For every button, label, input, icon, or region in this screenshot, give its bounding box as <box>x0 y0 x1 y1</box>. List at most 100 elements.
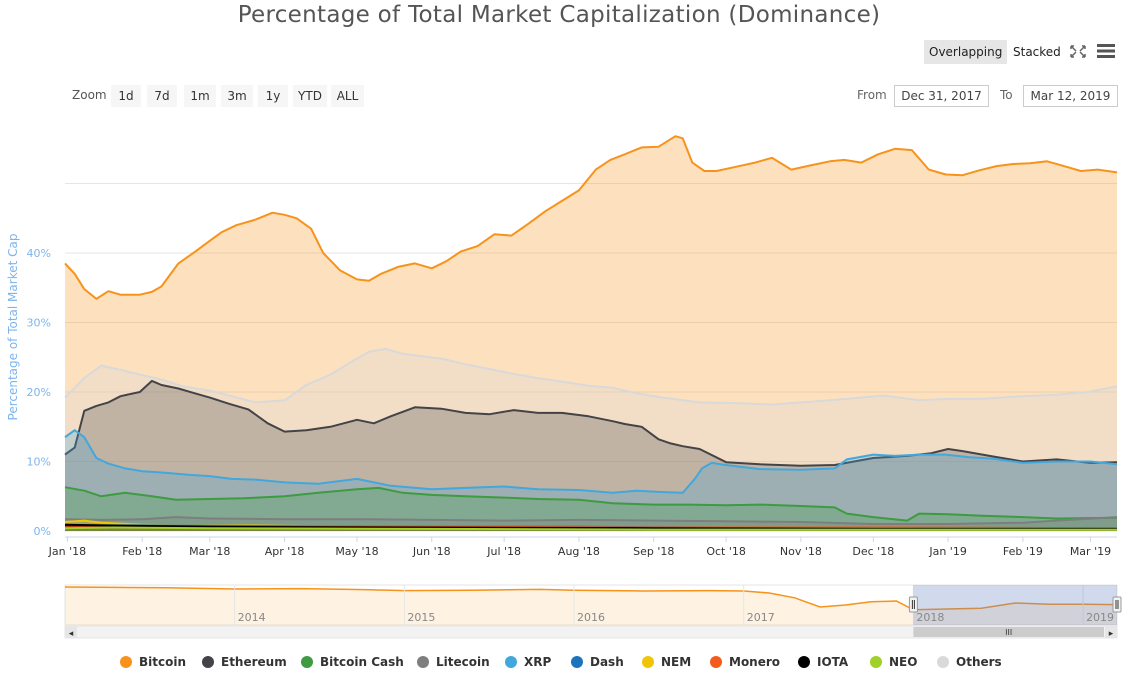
x-tick-label: Oct '18 <box>706 545 746 558</box>
series-area-ethereum <box>65 380 1117 531</box>
x-tick-label: Apr '18 <box>265 545 305 558</box>
navigator-year-label: 2015 <box>407 611 435 624</box>
series-line-bitcoin-cash[interactable] <box>64 486 1118 522</box>
navigator-year-label: 2016 <box>577 611 605 624</box>
series-area-bitcoin <box>65 136 1117 531</box>
x-tick-label: Feb '18 <box>122 545 162 558</box>
legend-item-bitcoin-cash[interactable]: Bitcoin Cash <box>301 653 404 671</box>
to-date-input[interactable]: Mar 12, 2019 <box>1023 85 1118 107</box>
series-bitcoin <box>64 135 1118 531</box>
series-line-neo[interactable] <box>64 526 1117 531</box>
zoom-7d-button[interactable]: 7d <box>147 85 177 107</box>
y-tick-label: 10% <box>27 456 51 469</box>
navigator-line <box>64 586 1118 611</box>
legend-marker <box>417 656 429 668</box>
legend-marker <box>870 656 882 668</box>
legend-item-bitcoin[interactable]: Bitcoin <box>120 653 186 671</box>
series-area-xrp <box>65 430 1117 531</box>
legend-marker <box>798 656 810 668</box>
x-tick-label: May '18 <box>335 545 378 558</box>
y-tick-label: 20% <box>27 386 51 399</box>
x-tick-label: Jul '18 <box>486 545 521 558</box>
series-others <box>64 347 1118 531</box>
legend-item-others[interactable]: Others <box>937 653 1002 671</box>
from-date-input[interactable]: Dec 31, 2017 <box>894 85 989 107</box>
x-axis-ticks: Jan '18 Feb '18 Mar '18 Apr '18 May '18 Jun '… <box>48 537 1111 558</box>
legend-marker <box>301 656 313 668</box>
overlapping-button[interactable]: Overlapping <box>924 40 1008 64</box>
legend-label: NEO <box>889 655 918 669</box>
series-line-others[interactable] <box>64 347 1118 406</box>
navigator-handle-grip <box>908 596 918 613</box>
legend-marker <box>505 656 517 668</box>
series-line-xrp[interactable] <box>64 429 1118 494</box>
legend-marker <box>202 656 214 668</box>
y-tick-label: 30% <box>27 317 51 330</box>
series-line-bitcoin[interactable] <box>64 135 1118 300</box>
legend-item-litecoin[interactable]: Litecoin <box>417 653 490 671</box>
legend: Bitcoin Ethereum Bitcoin Cash Litecoin X… <box>0 653 1123 671</box>
fullscreen-icon[interactable] <box>1068 40 1088 62</box>
scrollbar-left-button[interactable] <box>65 626 77 638</box>
grid-lines <box>65 183 1117 532</box>
x-tick-label: Mar '19 <box>1070 545 1111 558</box>
navigator-area <box>65 587 1117 625</box>
legend-item-xrp[interactable]: XRP <box>505 653 551 671</box>
stacked-button[interactable]: Stacked <box>1013 45 1061 59</box>
y-tick-label: 40% <box>27 247 51 260</box>
hamburger-menu-icon[interactable] <box>1096 40 1116 62</box>
series-line-litecoin[interactable] <box>64 516 1118 525</box>
scrollbar-thumb[interactable] <box>913 627 1104 637</box>
zoom-1m-button[interactable]: 1m <box>184 85 216 107</box>
navigator-right-handle[interactable] <box>1112 596 1122 613</box>
zoom-3m-button[interactable]: 3m <box>221 85 253 107</box>
series-area-others <box>65 348 1117 531</box>
zoom-all-button[interactable]: ALL <box>331 85 364 107</box>
legend-item-iota[interactable]: IOTA <box>798 653 848 671</box>
x-tick-label: Feb '19 <box>1003 545 1043 558</box>
y-tick-label: 0% <box>34 525 51 538</box>
scrollbar-right-arrow-icon: ▸ <box>1109 629 1114 639</box>
x-tick-label: Jun '18 <box>412 545 451 558</box>
navigator-selection[interactable] <box>913 585 1117 625</box>
legend-label: IOTA <box>817 655 849 669</box>
legend-item-ethereum[interactable]: Ethereum <box>202 653 287 671</box>
legend-item-dash[interactable]: Dash <box>571 653 624 671</box>
legend-marker <box>710 656 722 668</box>
legend-marker <box>120 656 132 668</box>
series-areas <box>64 135 1118 531</box>
scrollbar-grip-icon: III <box>1005 628 1012 637</box>
x-tick-label: Nov '18 <box>780 545 822 558</box>
legend-item-neo[interactable]: NEO <box>870 653 917 671</box>
x-tick-label: Dec '18 <box>852 545 894 558</box>
zoom-1y-button[interactable]: 1y <box>258 85 288 107</box>
legend-label: XRP <box>524 655 552 669</box>
legend-label: Bitcoin Cash <box>320 655 404 669</box>
navigator-left-handle[interactable] <box>908 596 918 613</box>
legend-item-monero[interactable]: Monero <box>710 653 780 671</box>
navigator-year-label: 2017 <box>747 611 775 624</box>
scrollbar[interactable]: ◂ ▸ III <box>64 625 1118 639</box>
legend-label: Litecoin <box>436 655 490 669</box>
series-neo <box>64 526 1117 531</box>
navigator-labels: 2014 2015 2016 2017 2018 2019 <box>238 611 1114 624</box>
legend-label: Dash <box>590 655 624 669</box>
navigator-year-label: 2014 <box>238 611 266 624</box>
x-tick-label: Mar '18 <box>189 545 230 558</box>
zoom-ytd-button[interactable]: YTD <box>293 85 327 107</box>
x-tick-label: Aug '18 <box>558 545 600 558</box>
navigator-handle-grip <box>1112 596 1122 613</box>
to-label: To <box>1000 88 1013 102</box>
legend-marker <box>937 656 949 668</box>
navigator[interactable]: 2014 2015 2016 2017 2018 2019 <box>64 584 1122 626</box>
legend-marker <box>642 656 654 668</box>
legend-item-nem[interactable]: NEM <box>642 653 691 671</box>
zoom-1d-button[interactable]: 1d <box>111 85 141 107</box>
y-axis-ticks: 0% 10% 20% 30% 40% <box>27 247 51 538</box>
navigator-year-label: 2018 <box>916 611 944 624</box>
series-xrp <box>64 429 1118 531</box>
navigator-frame <box>64 584 1118 626</box>
scrollbar-right-button[interactable] <box>1105 626 1117 638</box>
navigator-year-label: 2019 <box>1086 611 1114 624</box>
legend-marker <box>571 656 583 668</box>
